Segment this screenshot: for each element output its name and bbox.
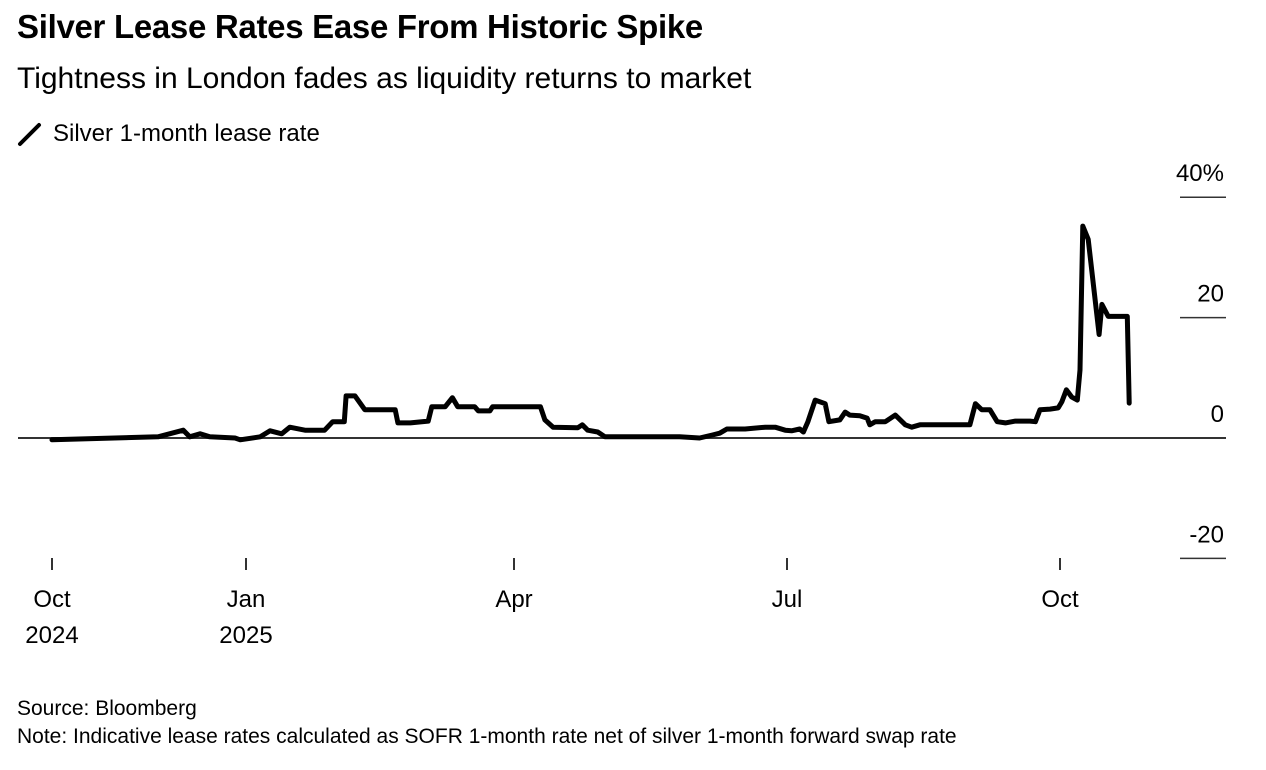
source-note: Source: Bloomberg <box>17 697 197 720</box>
x-tick-label: Jul <box>772 586 803 613</box>
legend-line-icon <box>18 123 41 146</box>
legend: Silver 1-month lease rate <box>17 120 320 148</box>
x-tick-label: Jan <box>227 586 266 613</box>
x-tick-label: Apr <box>495 586 532 613</box>
chart-title: Silver Lease Rates Ease From Historic Sp… <box>17 8 703 45</box>
chart-area: 40% 20 0 -20 Oct 2024 Jan 2025 Apr Jul Oct <box>18 160 1226 649</box>
y-tick-label: -20 <box>1189 521 1224 548</box>
x-tick-label: Oct <box>33 586 71 613</box>
x-tick-year: 2025 <box>219 622 272 649</box>
y-tick-label: 20 <box>1197 281 1224 308</box>
y-tick-label: 0 <box>1211 401 1224 428</box>
chart-subtitle: Tightness in London fades as liquidity r… <box>17 62 752 95</box>
footnote: Note: Indicative lease rates calculated … <box>17 725 957 748</box>
x-tick-label: Oct <box>1041 586 1079 613</box>
x-tick-year: 2024 <box>25 622 78 649</box>
y-tick-label: 40% <box>1176 160 1224 187</box>
series-line-silver-lease-rate <box>49 223 1132 443</box>
legend-label: Silver 1-month lease rate <box>53 120 320 147</box>
